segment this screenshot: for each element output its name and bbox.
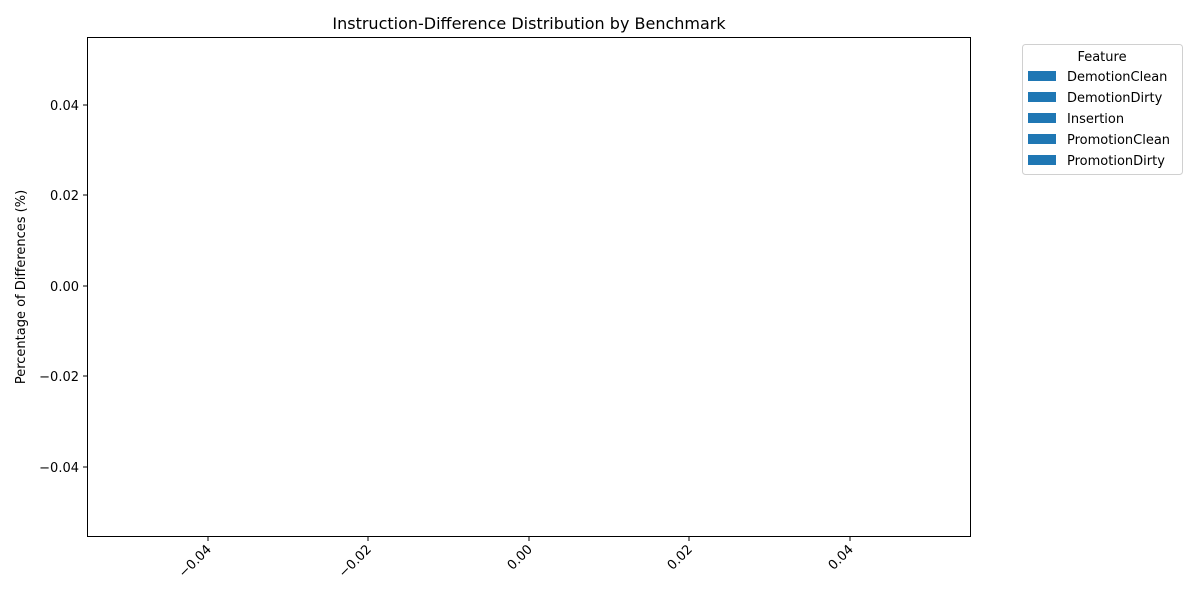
x-tick-label: 0.02 bbox=[665, 542, 696, 573]
y-ticks: 0.04 0.02 0.00 −0.02 −0.04 bbox=[39, 99, 88, 476]
legend-swatch bbox=[1028, 92, 1056, 102]
legend-swatch bbox=[1028, 71, 1056, 81]
y-tick-label: −0.02 bbox=[39, 370, 79, 385]
y-tick-label: −0.04 bbox=[39, 461, 79, 476]
legend-entry: DemotionDirty bbox=[1067, 91, 1163, 106]
y-tick-label: 0.04 bbox=[50, 99, 79, 114]
y-tick-label: 0.00 bbox=[50, 280, 79, 295]
legend-entry: Insertion bbox=[1067, 112, 1124, 127]
legend-entry: PromotionDirty bbox=[1067, 154, 1165, 169]
legend-swatch bbox=[1028, 134, 1056, 144]
x-tick-label: −0.04 bbox=[176, 542, 215, 581]
x-tick-label: −0.02 bbox=[336, 542, 375, 581]
x-tick-label: 0.00 bbox=[505, 542, 536, 573]
legend-swatch bbox=[1028, 113, 1056, 123]
chart-title: Instruction-Difference Distribution by B… bbox=[332, 14, 726, 33]
legend-entry: DemotionClean bbox=[1067, 70, 1167, 85]
y-tick-label: 0.02 bbox=[50, 189, 79, 204]
x-ticks: −0.04 −0.02 0.00 0.02 0.04 bbox=[176, 536, 857, 581]
x-tick-label: 0.04 bbox=[826, 542, 857, 573]
plot-area bbox=[87, 37, 971, 537]
legend-title: Feature bbox=[1077, 50, 1126, 65]
legend-swatch bbox=[1028, 155, 1056, 165]
legend-entry: PromotionClean bbox=[1067, 133, 1170, 148]
legend-box bbox=[1022, 44, 1183, 175]
legend: Feature DemotionClean DemotionDirty Inse… bbox=[1022, 44, 1183, 175]
y-axis-label: Percentage of Differences (%) bbox=[14, 190, 29, 384]
